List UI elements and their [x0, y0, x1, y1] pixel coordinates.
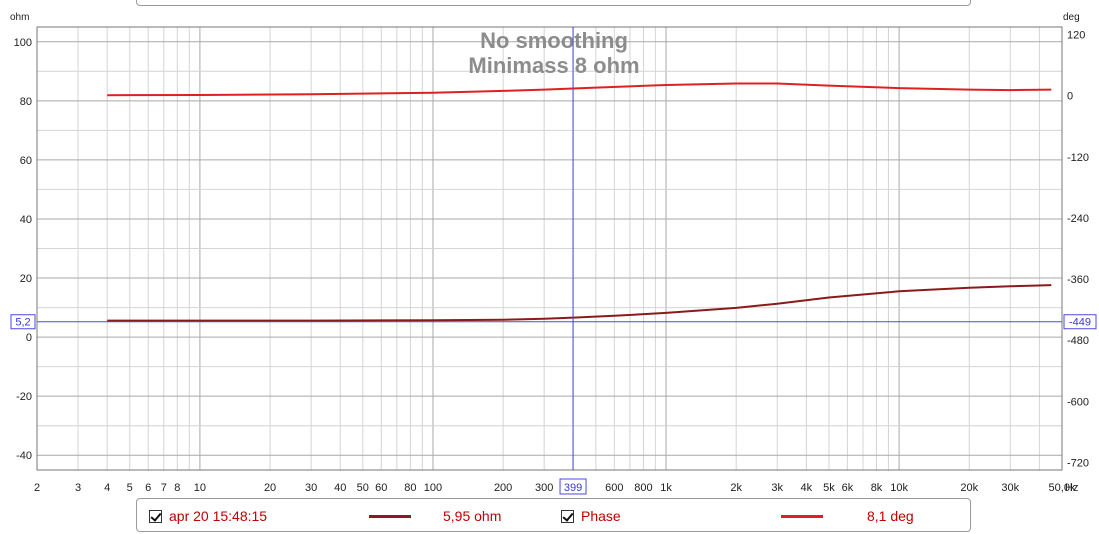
x-tick-label: 2k — [730, 482, 742, 494]
cursor-left-value: 5,2 — [15, 317, 30, 329]
y-right-unit-label: deg — [1063, 12, 1080, 23]
series-layer — [107, 82, 1052, 322]
x-tick-label: 30 — [305, 482, 317, 494]
x-unit-label: Hz — [1065, 482, 1078, 494]
x-tick-label: 6 — [145, 482, 151, 494]
x-tick-label: 80 — [404, 482, 416, 494]
x-tick-label: 10k — [890, 482, 908, 494]
x-tick-label: 40 — [334, 482, 346, 494]
y-right-tick-labels: 120 0 -120 -240 -360 -480 -600 -720 — [1067, 30, 1089, 470]
x-tick-label: 6k — [842, 482, 854, 494]
x-tick-label: 1k — [660, 482, 672, 494]
impedance-chart: ohm deg No smoothing Minimass 8 ohm 1008… — [10, 12, 1097, 495]
phase-legend-line — [781, 515, 823, 518]
cursor-x-box — [559, 478, 587, 495]
y-right-tick-label: 0 — [1067, 91, 1073, 103]
x-tick-label: 50 — [357, 482, 369, 494]
plot-frame — [36, 26, 1063, 471]
phase-legend-name: Phase — [581, 508, 621, 524]
y-left-tick-label: -20 — [16, 391, 32, 403]
y-left-tick-label: 40 — [20, 214, 32, 226]
cursor-left-box — [10, 314, 36, 330]
x-tick-label: 20k — [960, 482, 978, 494]
x-tick-label: 7 — [161, 482, 167, 494]
y-left-tick-label: 60 — [20, 155, 32, 167]
x-tick-label: 10 — [194, 482, 206, 494]
impedance-legend-value: 5,95 ohm — [443, 508, 502, 524]
x-tick-label: 5k — [823, 482, 835, 494]
phase-series-line — [107, 82, 1052, 97]
phase-checkbox[interactable] — [561, 509, 574, 523]
y-left-unit-label: ohm — [10, 12, 29, 23]
x-tick-label: 30k — [1001, 482, 1019, 494]
x-tick-label: 600 — [605, 482, 623, 494]
x-tick-label: 2 — [34, 482, 40, 494]
x-tick-label: 50,0k — [1049, 482, 1076, 494]
x-tick-label: 4 — [104, 482, 110, 494]
y-right-tick-label: -240 — [1067, 213, 1089, 225]
y-left-tick-label: -40 — [16, 450, 32, 462]
y-right-tick-label: -360 — [1067, 274, 1089, 286]
x-tick-label: 800 — [634, 482, 652, 494]
cursor-x-value: 399 — [564, 482, 582, 494]
cursor[interactable]: 5,2 -449 399 — [10, 27, 1097, 495]
grid-lines — [36, 27, 1063, 470]
impedance-series-line — [107, 284, 1052, 322]
y-right-tick-label: -120 — [1067, 152, 1089, 164]
chart-title: No smoothing — [480, 28, 628, 53]
legend-item-phase[interactable]: Phase — [561, 507, 621, 525]
impedance-checkbox[interactable] — [149, 509, 162, 523]
y-right-tick-label: -600 — [1067, 396, 1089, 408]
top-panel — [136, 0, 971, 6]
x-tick-label: 3k — [771, 482, 783, 494]
cursor-right-box — [1063, 314, 1097, 330]
y-left-tick-label: 20 — [20, 273, 32, 285]
cursor-right-value: -449 — [1069, 317, 1091, 329]
impedance-legend-line — [369, 515, 411, 518]
x-tick-label: 100 — [424, 482, 442, 494]
x-tick-label: 20 — [264, 482, 276, 494]
impedance-legend-name: apr 20 15:48:15 — [169, 508, 268, 524]
x-tick-label: 8k — [871, 482, 883, 494]
y-right-tick-label: 120 — [1067, 30, 1085, 42]
y-right-tick-label: -480 — [1067, 335, 1089, 347]
phase-legend-value: 8,1 deg — [867, 508, 914, 524]
y-left-tick-label: 100 — [14, 37, 32, 49]
y-right-tick-label: -720 — [1067, 457, 1089, 469]
chart-subtitle: Minimass 8 ohm — [468, 53, 639, 78]
x-tick-label: 300 — [535, 482, 553, 494]
x-tick-label: 60 — [375, 482, 387, 494]
x-tick-label: 5 — [127, 482, 133, 494]
y-left-tick-label: 0 — [26, 332, 32, 344]
x-tick-label: 200 — [494, 482, 512, 494]
y-left-tick-label: 80 — [20, 96, 32, 108]
legend-panel: apr 20 15:48:15 5,95 ohm Phase 8,1 deg — [136, 498, 971, 532]
x-tick-label: 8 — [174, 482, 180, 494]
x-tick-label: 3 — [75, 482, 81, 494]
legend-item-impedance[interactable]: apr 20 15:48:15 — [149, 507, 267, 525]
x-tick-labels: 2 3 4 5 6 7 8 10 20 30 40 50 60 80 100 200 300 600 800 1k 2k… — [34, 482, 1076, 494]
x-tick-label: 4k — [801, 482, 813, 494]
y-left-tick-labels: 100 80 60 40 20 0 -20 -40 — [14, 37, 32, 462]
